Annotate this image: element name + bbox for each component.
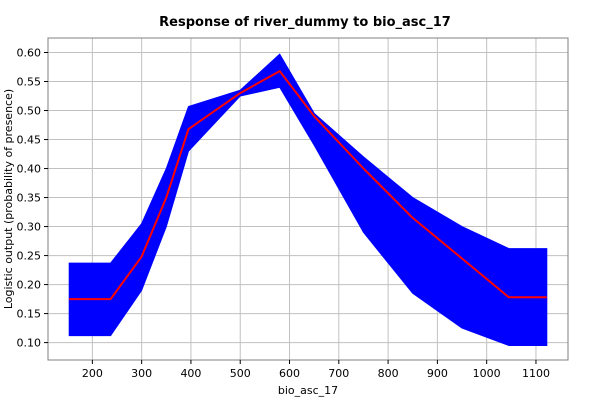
plot-frame: [47, 37, 569, 361]
x-tick-label: 300: [131, 367, 152, 380]
y-axis-label: Logistic output (probability of presence…: [2, 89, 15, 309]
y-tick-label: 0.15: [17, 308, 42, 321]
x-tick-label: 400: [180, 367, 201, 380]
y-tick-label: 0.35: [17, 192, 42, 205]
y-tick-label: 0.20: [17, 279, 42, 292]
x-tick-label: 700: [328, 367, 349, 380]
y-tick-label: 0.50: [17, 105, 42, 118]
y-tick-label: 0.30: [17, 221, 42, 234]
y-tick-label: 0.45: [17, 134, 42, 147]
x-tick-label: 1000: [473, 367, 501, 380]
x-tick-label: 600: [279, 367, 300, 380]
mean-response-line: [69, 70, 547, 301]
y-tick-label: 0.60: [17, 47, 42, 60]
x-tick-label: 1100: [522, 367, 550, 380]
confidence-band: [68, 53, 548, 346]
y-tick-label: 0.55: [17, 76, 42, 89]
x-axis-label: bio_asc_17: [278, 384, 338, 397]
y-tick-label: 0.25: [17, 250, 42, 263]
axes-ticks: 200 300 400 500 600 700 800 900 1000 1100 0.10 0.15…: [17, 47, 550, 380]
chart-title: Response of river_dummy to bio_asc_17: [159, 15, 451, 30]
x-tick-label: 800: [378, 367, 399, 380]
y-tick-label: 0.10: [17, 337, 42, 350]
x-tick-label: 200: [82, 367, 103, 380]
plot-area: [68, 53, 548, 346]
x-tick-label: 500: [230, 367, 251, 380]
y-tick-label: 0.40: [17, 163, 42, 176]
x-tick-label: 900: [427, 367, 448, 380]
